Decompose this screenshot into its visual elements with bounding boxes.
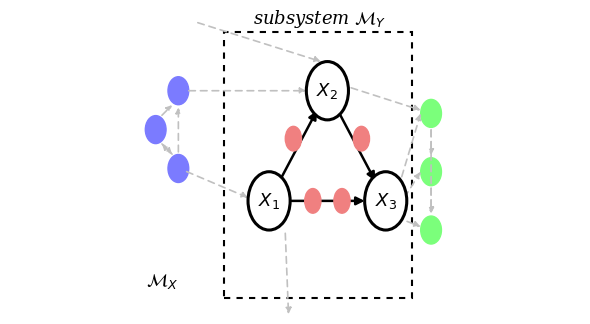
Ellipse shape <box>421 99 441 127</box>
Ellipse shape <box>421 158 441 186</box>
Text: $X_2$: $X_2$ <box>316 81 338 101</box>
Ellipse shape <box>248 172 290 230</box>
Ellipse shape <box>306 62 349 120</box>
Ellipse shape <box>286 126 301 151</box>
Ellipse shape <box>353 126 369 151</box>
Ellipse shape <box>304 189 321 213</box>
Text: subsystem $\mathcal{M}_Y$: subsystem $\mathcal{M}_Y$ <box>253 8 386 30</box>
Ellipse shape <box>365 172 407 230</box>
Ellipse shape <box>334 189 350 213</box>
Ellipse shape <box>145 116 166 144</box>
Ellipse shape <box>168 155 189 182</box>
Text: $X_3$: $X_3$ <box>375 191 396 211</box>
Bar <box>224 32 412 298</box>
Text: $\mathcal{M}_X$: $\mathcal{M}_X$ <box>146 272 178 291</box>
Ellipse shape <box>168 77 189 105</box>
Text: $X_1$: $X_1$ <box>258 191 280 211</box>
Ellipse shape <box>421 216 441 244</box>
